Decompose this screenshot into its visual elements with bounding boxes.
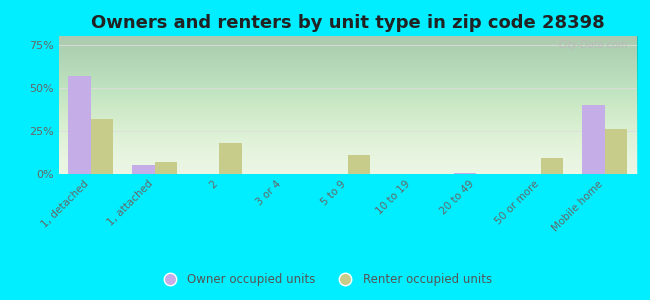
Title: Owners and renters by unit type in zip code 28398: Owners and renters by unit type in zip c… <box>91 14 604 32</box>
Bar <box>348 155 370 174</box>
Bar <box>582 105 605 174</box>
Bar <box>219 143 242 174</box>
Bar <box>133 165 155 174</box>
Bar <box>541 158 563 174</box>
Bar <box>155 162 177 174</box>
Bar <box>454 173 476 174</box>
Text: City-Data.com: City-Data.com <box>559 40 629 50</box>
Bar <box>605 129 627 174</box>
Bar <box>90 119 113 174</box>
Legend: Owner occupied units, Renter occupied units: Owner occupied units, Renter occupied un… <box>153 269 497 291</box>
Bar <box>68 76 90 174</box>
